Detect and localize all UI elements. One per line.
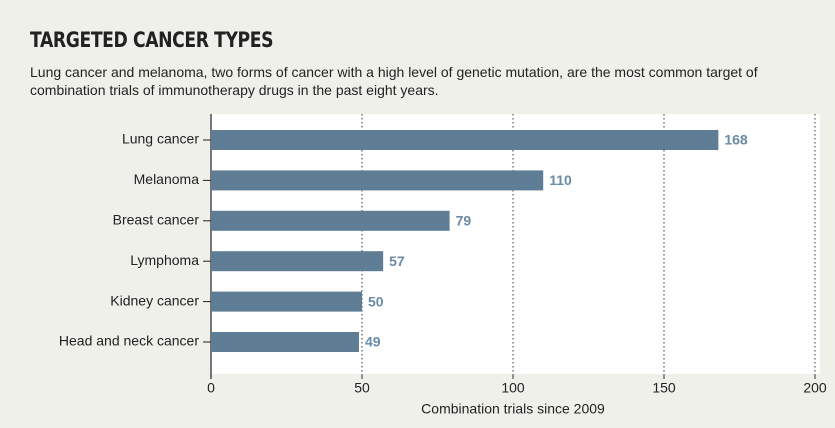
x-tick-label: 200 [803,380,827,396]
data-label: 110 [549,172,572,188]
x-axis-label: Combination trials since 2009 [421,401,605,417]
data-label: 168 [724,132,748,148]
data-label: 50 [368,293,384,309]
y-tick-label: Head and neck cancer [59,333,199,349]
bar [211,170,544,191]
y-tick-label: Lung cancer [122,131,199,147]
y-tick-label: Lymphoma [130,252,199,268]
bar [211,130,719,150]
chart-subtitle: Lung cancer and melanoma, two forms of c… [30,64,758,98]
x-tick-label: 100 [501,380,525,396]
y-tick-label: Melanoma [134,171,200,187]
bar [211,251,384,272]
bar [211,332,359,352]
bar [211,291,362,312]
data-label: 79 [456,213,472,229]
chart-title: TARGETED CANCER TYPES [30,28,274,52]
x-tick-label: 50 [354,380,370,396]
data-label: 49 [365,334,381,350]
data-label: 57 [389,253,405,269]
y-tick-label: Breast cancer [113,212,200,228]
plot-area [211,114,820,374]
y-tick-label: Kidney cancer [110,292,199,308]
x-tick-label: 150 [652,380,676,396]
x-tick-label: 0 [207,380,215,396]
bar [211,210,450,231]
